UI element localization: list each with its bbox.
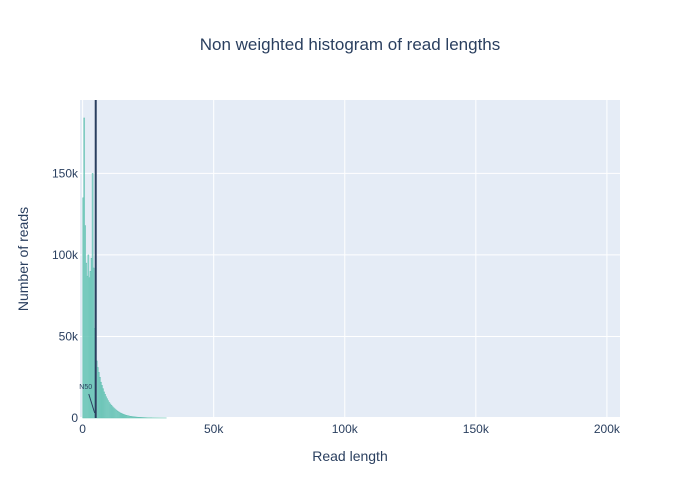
x-tick-label: 150k (463, 422, 490, 436)
x-tick-label: 50k (204, 422, 224, 436)
x-tick-label: 0 (79, 422, 86, 436)
histogram-bars (82, 117, 167, 419)
y-tick-label: 50k (59, 329, 79, 343)
y-tick-label: 0 (71, 411, 78, 425)
chart-title: Non weighted histogram of read lengths (200, 35, 501, 54)
n50-marker: N50 (79, 100, 97, 418)
y-tick-label: 100k (52, 248, 79, 262)
y-axis-title: Number of reads (15, 207, 31, 311)
x-axis-title: Read length (312, 448, 388, 464)
n50-label: N50 (79, 384, 92, 391)
y-axis-ticks: 0 50k 100k 150k (52, 166, 79, 425)
y-tick-label: 150k (52, 166, 79, 180)
x-tick-label: 200k (594, 422, 621, 436)
x-tick-label: 100k (332, 422, 359, 436)
x-axis-ticks: 0 50k 100k 150k 200k (79, 422, 621, 436)
n50-arrow (88, 393, 96, 414)
plot-area (80, 100, 620, 418)
gridlines (80, 100, 620, 419)
